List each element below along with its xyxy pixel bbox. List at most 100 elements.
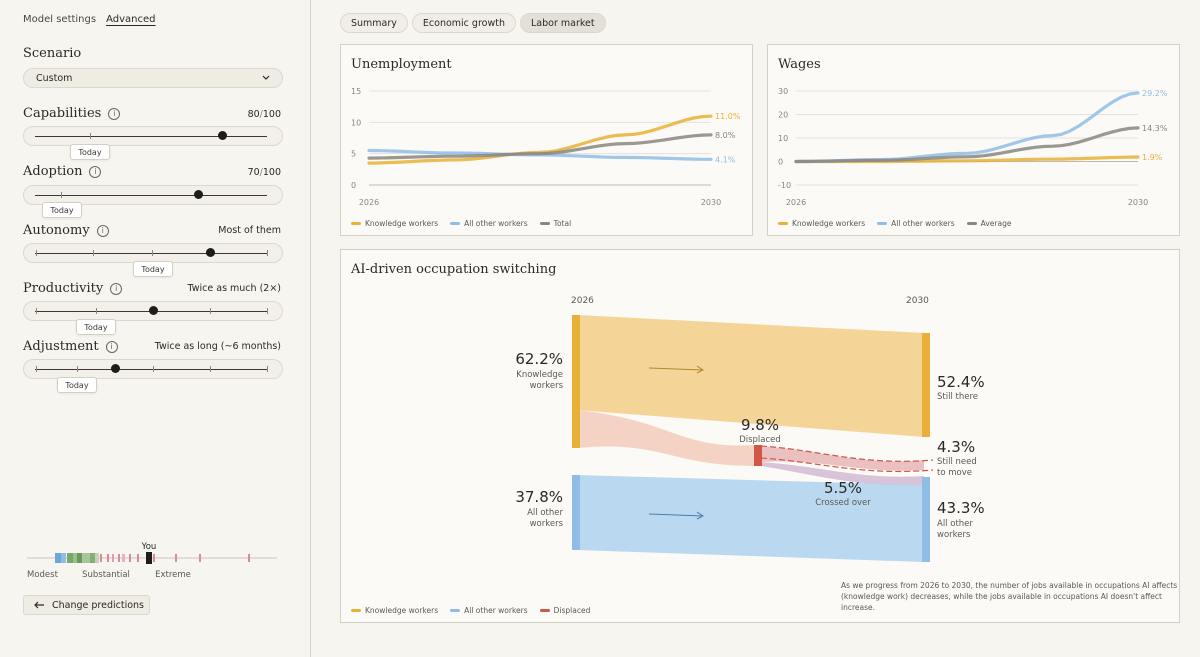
slider-track [35, 136, 267, 137]
productivity-label-text: Productivity [23, 281, 104, 296]
info-icon[interactable]: i [108, 107, 121, 120]
other-2026-value: 37.8% [515, 488, 563, 506]
adoption-slider[interactable] [23, 185, 283, 205]
prediction-distribution: You Modest Substantial Extreme [27, 540, 279, 585]
y-tick-label: 0 [778, 158, 783, 167]
year-start-label: 2026 [571, 296, 594, 306]
displaced-label: Displaced [739, 435, 781, 445]
legend-label: All other workers [464, 606, 528, 615]
x-tick-label: 2030 [701, 198, 721, 207]
slider-knob[interactable] [194, 190, 203, 199]
view-tabs: Summary Economic growth Labor market [340, 13, 606, 33]
series-end-label: 11.0% [715, 112, 741, 121]
productivity-slider[interactable] [23, 301, 283, 321]
slider-knob[interactable] [206, 248, 215, 257]
node-other-2026 [572, 475, 580, 550]
adoption-value-sep: / [259, 167, 263, 178]
other-2030-value: 43.3% [937, 499, 985, 517]
tab-economic-growth[interactable]: Economic growth [411, 13, 516, 33]
chevron-down-icon [262, 75, 270, 80]
adjustment-label-text: Adjustment [23, 339, 99, 354]
unemployment-legend: Knowledge workers All other workers Tota… [351, 219, 571, 228]
legend-label: Knowledge workers [365, 219, 439, 228]
distribution-strip: You Modest Substantial Extreme [27, 542, 277, 580]
legend-label: Average [980, 219, 1012, 228]
autonomy-slider[interactable] [23, 243, 283, 263]
y-tick-label: 0 [351, 181, 356, 190]
today-marker: Today [76, 319, 116, 335]
series-end-label: 4.1% [715, 155, 736, 164]
tab-model-settings[interactable]: Model settings [23, 14, 97, 25]
slider-tick [96, 308, 97, 314]
slider-tick [152, 250, 153, 256]
scale-label-extreme: Extreme [155, 570, 191, 580]
legend-item: Knowledge workers [351, 606, 438, 615]
legend-swatch [450, 222, 461, 225]
scenario-select[interactable]: Custom [23, 68, 283, 88]
info-icon[interactable]: i [96, 224, 109, 237]
slider-tick [36, 366, 37, 372]
adjustment-label: Adjustment i [23, 339, 118, 354]
legend-item: Total [539, 219, 571, 228]
y-tick-label: -10 [778, 181, 791, 190]
legend-item: Average [966, 219, 1012, 228]
legend-label: All other workers [464, 219, 528, 228]
still-need-dashed-outline [760, 445, 934, 473]
tab-labor-market[interactable]: Labor market [520, 13, 606, 33]
wages-chart: 30 20 10 0 -10 2026 2030 1.9% 29.2% 14.3% [778, 87, 1168, 207]
knowledge-2026-label-1: Knowledge [516, 370, 563, 380]
slider-knob[interactable] [218, 131, 227, 140]
wages-legend: Knowledge workers All other workers Aver… [778, 219, 1011, 228]
occupation-switching-card: AI-driven occupation switching 2026 2030… [340, 249, 1180, 623]
node-other-2030 [922, 477, 930, 562]
adoption-label-text: Adoption [23, 164, 83, 179]
other-2026-label-2: workers [530, 519, 564, 529]
slider-tick [267, 308, 268, 314]
info-icon[interactable]: i [89, 165, 102, 178]
legend-swatch [539, 222, 550, 225]
info-icon[interactable]: i [105, 340, 118, 353]
today-marker: Today [133, 261, 173, 277]
tab-summary[interactable]: Summary [340, 13, 408, 33]
slider-tick [36, 250, 37, 256]
capabilities-slider[interactable] [23, 126, 283, 146]
slider-track [35, 369, 267, 370]
productivity-label: Productivity i [23, 281, 123, 296]
capabilities-value-sep: / [259, 109, 263, 120]
still-there-label: Still there [937, 392, 978, 402]
legend-label: All other workers [891, 219, 955, 228]
series-line [794, 126, 1140, 164]
switching-title: AI-driven occupation switching [351, 262, 557, 277]
y-tick-label: 10 [778, 134, 788, 143]
knowledge-2026-label-2: workers [530, 381, 564, 391]
slider-track [35, 253, 267, 254]
series-end-label: 14.3% [1142, 124, 1168, 133]
autonomy-value: Most of them [218, 225, 281, 236]
series-end-label: 1.9% [1142, 153, 1163, 162]
legend-label: Knowledge workers [792, 219, 866, 228]
change-predictions-label: Change predictions [52, 599, 145, 611]
series-line [367, 133, 713, 160]
legend-item: All other workers [877, 219, 955, 228]
series-end-label: 8.0% [715, 131, 736, 140]
adjustment-slider[interactable] [23, 359, 283, 379]
distribution-marks [55, 552, 250, 564]
other-2026-label-1: All other [527, 508, 563, 518]
sidebar: Model settings Advanced Scenario Custom … [0, 0, 311, 657]
adoption-value-main: 70 [247, 167, 260, 178]
legend-swatch [539, 609, 550, 612]
slider-knob[interactable] [111, 364, 120, 373]
legend-item: Displaced [539, 606, 590, 615]
info-icon[interactable]: i [110, 282, 123, 295]
y-tick-label: 5 [351, 150, 356, 159]
slider-knob[interactable] [149, 306, 158, 315]
slider-tick [267, 250, 268, 256]
legend-swatch [966, 222, 977, 225]
y-tick-label: 20 [778, 111, 788, 120]
scenario-label-text: Scenario [23, 46, 82, 61]
still-need-label-2: to move [937, 468, 972, 478]
capabilities-value-main: 80 [247, 109, 260, 120]
change-predictions-button[interactable]: Change predictions [23, 595, 150, 615]
tab-advanced[interactable]: Advanced [106, 14, 156, 25]
